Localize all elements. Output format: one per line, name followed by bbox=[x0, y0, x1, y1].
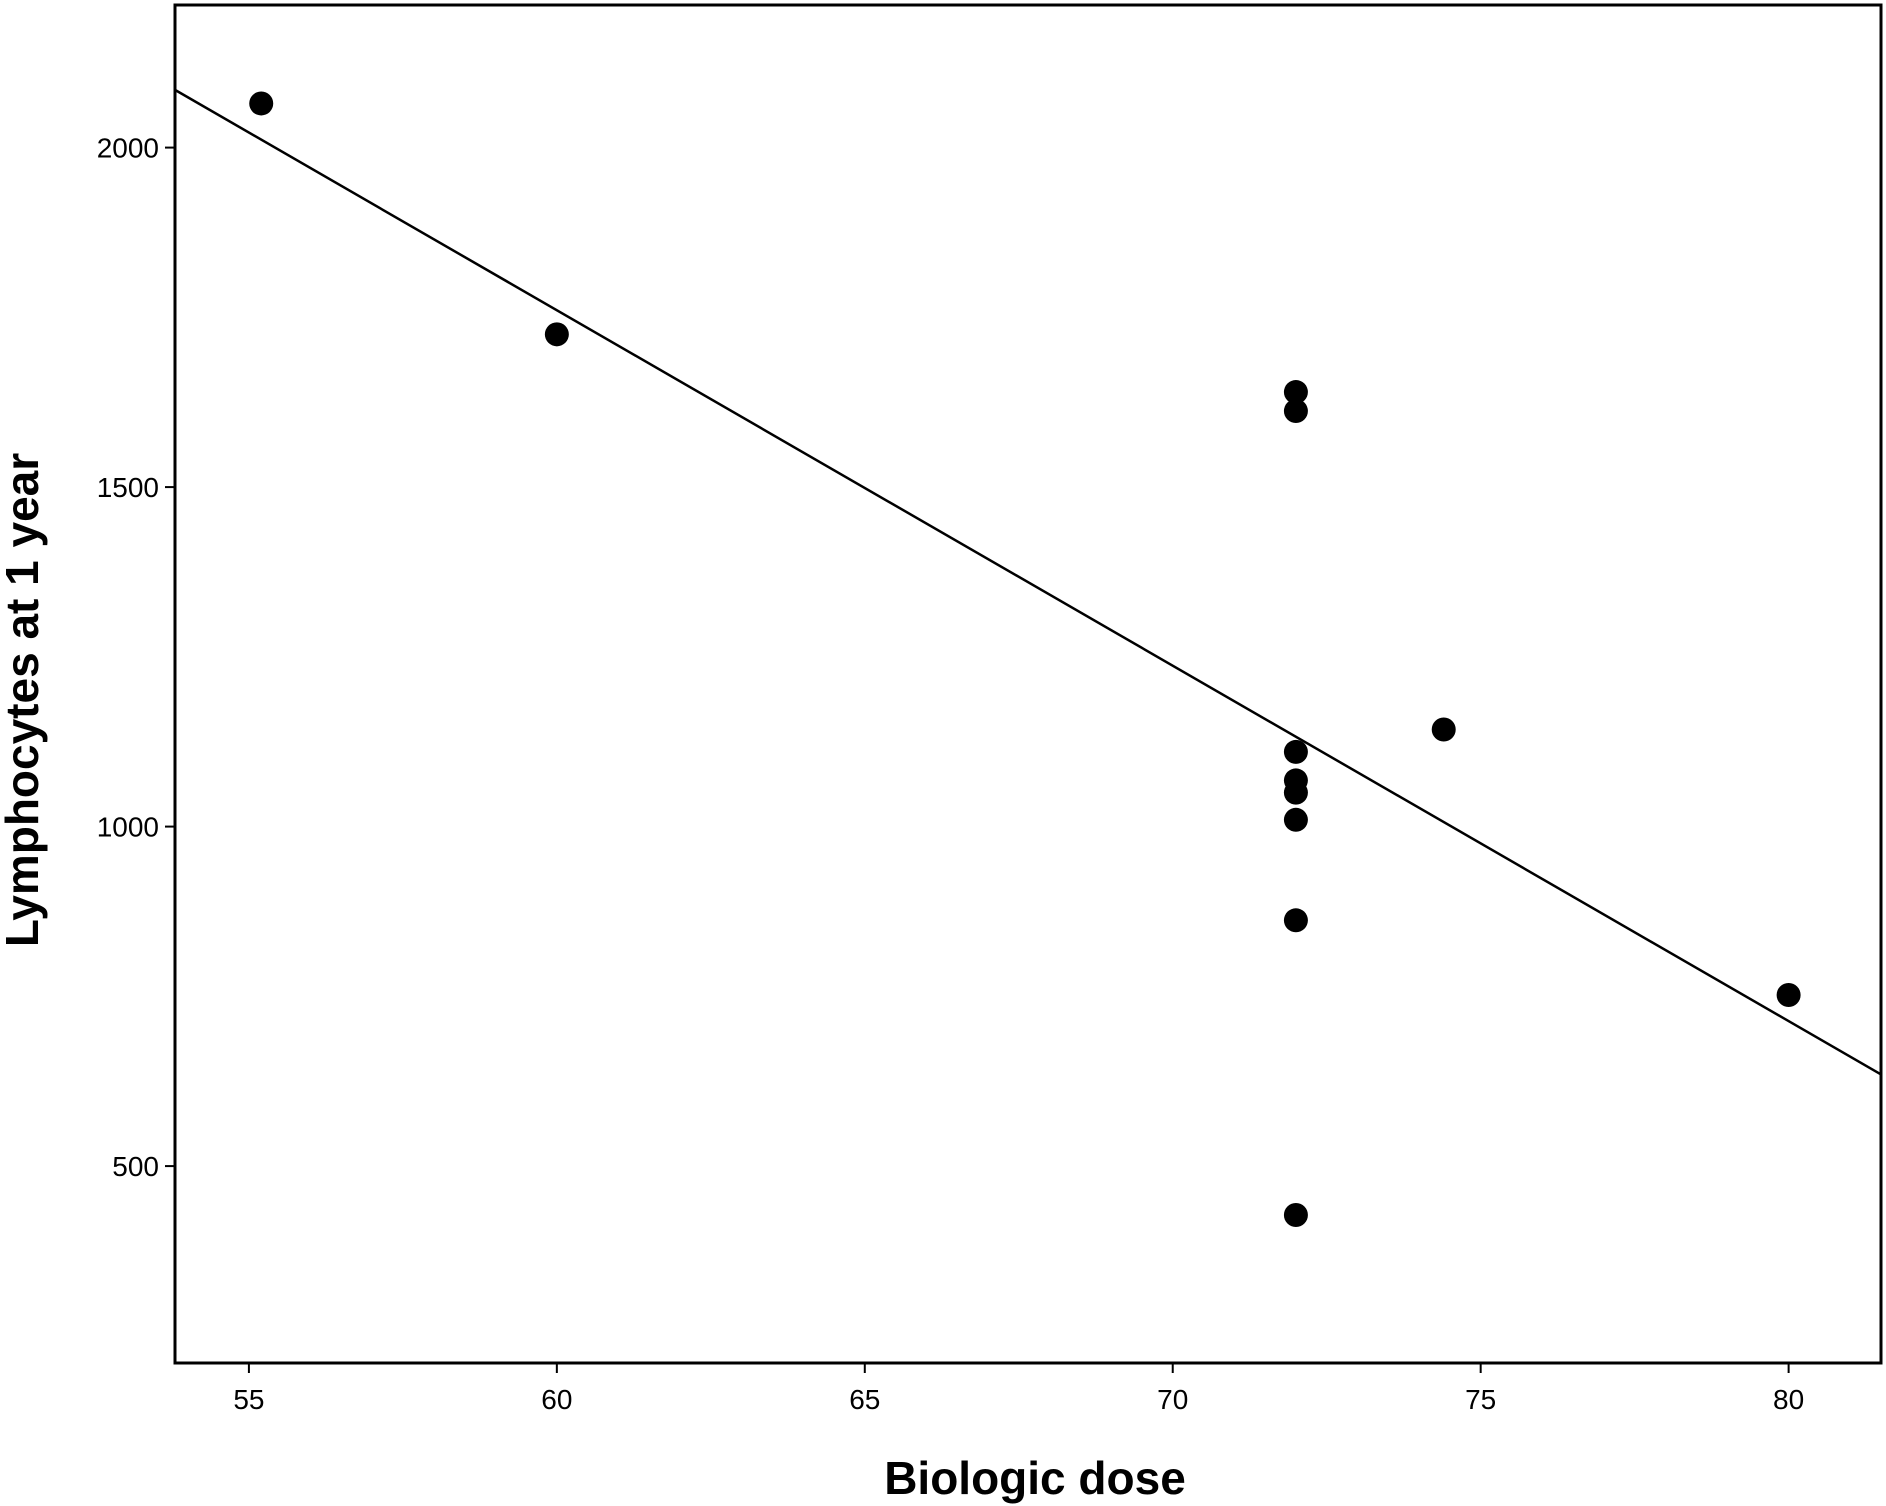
data-point bbox=[544, 322, 569, 347]
y-tick-label: 500 bbox=[112, 1151, 159, 1182]
data-point bbox=[1431, 717, 1456, 742]
x-tick-label: 65 bbox=[849, 1384, 880, 1415]
data-point bbox=[1283, 780, 1308, 805]
x-tick-label: 75 bbox=[1465, 1384, 1496, 1415]
data-point bbox=[1283, 908, 1308, 933]
y-tick-label: 1500 bbox=[97, 472, 159, 503]
y-tick-label: 1000 bbox=[97, 812, 159, 843]
data-point bbox=[1283, 1202, 1308, 1227]
x-tick-label: 55 bbox=[233, 1384, 264, 1415]
data-point bbox=[1283, 739, 1308, 764]
y-axis-title: Lymphocytes at 1 year bbox=[0, 453, 48, 947]
x-tick-label: 70 bbox=[1157, 1384, 1188, 1415]
x-tick-label: 80 bbox=[1773, 1384, 1804, 1415]
x-axis-title: Biologic dose bbox=[884, 1452, 1186, 1504]
data-point bbox=[1776, 982, 1801, 1007]
data-point bbox=[1283, 380, 1308, 405]
data-point bbox=[1283, 807, 1308, 832]
plot-frame bbox=[173, 3, 1883, 1365]
data-point bbox=[1283, 399, 1308, 424]
y-tick-label: 2000 bbox=[97, 133, 159, 164]
regression-line bbox=[174, 88, 1882, 1076]
data-point bbox=[249, 91, 274, 116]
y-axis-ticks: 500 1000 1500 2000 bbox=[97, 133, 175, 1182]
data-points bbox=[249, 91, 1801, 1227]
x-tick-label: 60 bbox=[541, 1384, 572, 1415]
x-axis-ticks: 55 60 65 70 75 80 bbox=[233, 1363, 1804, 1415]
